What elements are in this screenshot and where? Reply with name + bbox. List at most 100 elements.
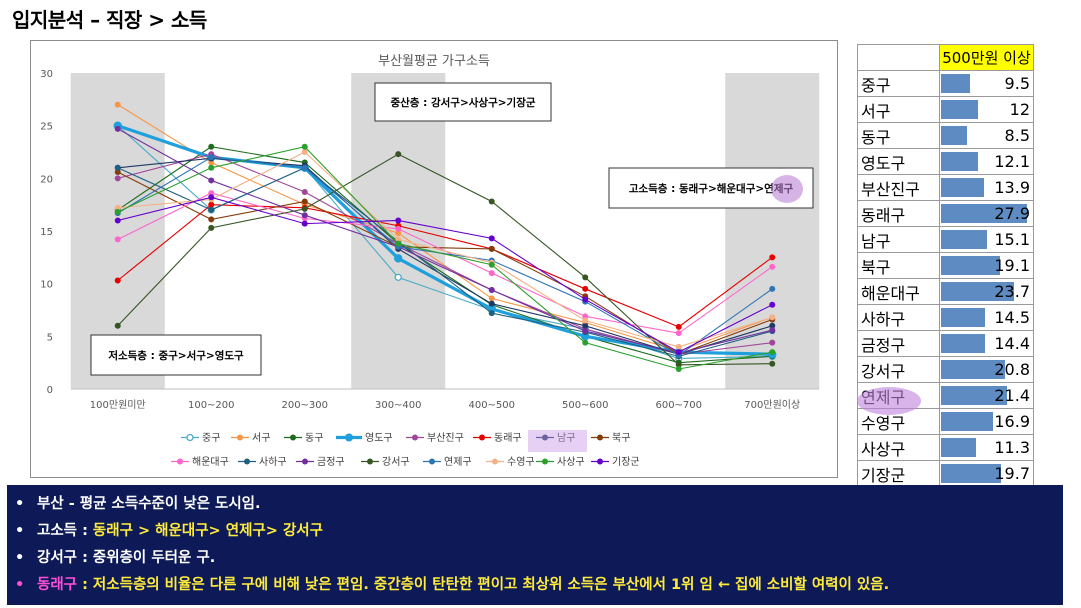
table-data-bar [941,282,1014,301]
legend-label: 해운대구 [192,455,229,468]
y-tick-label: 10 [40,280,53,291]
table-row-name: 동구 [857,122,940,149]
table-row-value-cell: 23.7 [939,278,1034,305]
table-row-name: 해운대구 [857,278,940,305]
data-point [582,274,589,281]
table-row: 기장군 19.7 [857,460,1034,487]
note-highlight: 동래구 > 해운대구> 연제구> 강서구 [92,523,323,539]
legend-item: 해운대구 [171,455,229,468]
table-row-value: 13.9 [994,178,1030,197]
y-tick-label: 25 [40,122,53,133]
y-tick-label: 15 [40,227,53,238]
table-row-name: 강서구 [857,356,940,383]
data-point [208,206,215,213]
data-point [488,245,495,252]
table-data-bar [941,386,1007,405]
note-row-3: • 강서구 : 중위층이 두터운 구. [15,545,1063,572]
legend-item: 연제구 [423,456,472,468]
data-point [488,270,495,277]
legend-swatch-point [542,458,548,465]
data-point [208,190,215,197]
annotation-box [90,334,262,376]
table-row: 동구 8.5 [857,122,1034,149]
bullet: • [15,577,25,593]
data-point [582,313,589,320]
legend-label: 영도구 [365,432,393,444]
table-row-name: 영도구 [857,148,940,175]
shaded-band [725,73,820,389]
table-row-name: 중구 [857,70,940,97]
table-row-name: 부산진구 [857,174,940,201]
x-tick-label: 300~400 [375,400,422,411]
data-point [301,149,308,155]
legend-swatch-point [302,458,308,465]
table-row-name: 금정구 [857,330,940,357]
annotation-text: 중산층 : 강서구>사상구>기장군 [390,96,535,109]
table-row-value-cell: 13.9 [939,174,1034,201]
table-row: 강서구 20.8 [857,356,1034,383]
table-row: 영도구 12.1 [857,148,1034,175]
table-row: 남구 15.1 [857,226,1034,253]
legend-swatch-point [597,458,603,465]
data-point [114,204,121,211]
table-row-value: 16.9 [994,412,1030,431]
data-point [208,177,215,184]
table-data-bar [941,412,993,431]
data-point [208,194,215,201]
table-row-value-cell: 16.9 [939,408,1034,435]
data-point [301,212,308,219]
legend-item: 동래구 [473,432,522,444]
table-row-name: 북구 [857,252,940,279]
legend-label: 사상구 [557,456,585,468]
table-data-bar [941,204,1027,223]
legend-item: 북구 [591,432,630,444]
data-point [395,217,402,224]
data-point [395,230,402,237]
annotation-text: 고소득층 : 동래구>해운대구>연제구 [629,182,794,195]
data-point [395,151,402,158]
table-row: 사하구 14.5 [857,304,1034,331]
data-point [395,236,402,243]
legend-item: 중구 [181,432,220,444]
table-row-value-cell: 20.8 [939,356,1034,383]
data-point [769,339,776,346]
table-row-value: 21.4 [994,386,1030,405]
notes-box: • 부산 - 평균 소득수준이 낮은 도시임. • 고소득 : 동래구 > 해운대구… [7,485,1063,605]
table-row-value: 27.9 [994,204,1030,223]
table-row-value: 8.5 [1004,126,1030,145]
legend-swatch-point [492,458,498,465]
legend-item: 사하구 [238,455,287,468]
data-point [675,330,682,337]
table-row-name: 동래구 [857,200,940,227]
table-data-bar [941,464,1002,483]
legend-item: 사상구 [536,456,585,468]
legend-swatch-point [479,434,485,441]
table-row-value: 23.7 [994,282,1030,301]
note-row-2: • 고소득 : 동래구 > 해운대구> 연제구> 강서구 [15,518,1063,545]
bullet: • [15,523,25,539]
legend-swatch-point [290,434,296,441]
data-point [488,300,495,307]
data-point [208,154,215,161]
data-point [769,301,776,308]
legend-swatch-point [177,458,183,465]
y-tick-label: 0 [47,385,53,396]
table-row-value: 14.5 [994,308,1030,327]
table-row-value: 19.7 [994,464,1030,483]
x-tick-label: 100만원미만 [90,399,146,411]
legend-label: 북구 [612,432,630,444]
data-point [769,349,776,356]
data-point [582,285,589,292]
data-point [114,125,121,132]
data-point [301,220,308,227]
table-row-value-cell: 19.1 [939,252,1034,279]
data-point [488,310,495,317]
table-data-bar [941,360,1005,379]
data-point [114,277,121,284]
data-point [208,164,215,171]
series-line [117,151,773,348]
table-row-name: 사하구 [857,304,940,331]
table-row-name: 기장군 [857,460,940,487]
table-row-value: 12.1 [994,152,1030,171]
y-tick-label: 30 [40,69,53,80]
